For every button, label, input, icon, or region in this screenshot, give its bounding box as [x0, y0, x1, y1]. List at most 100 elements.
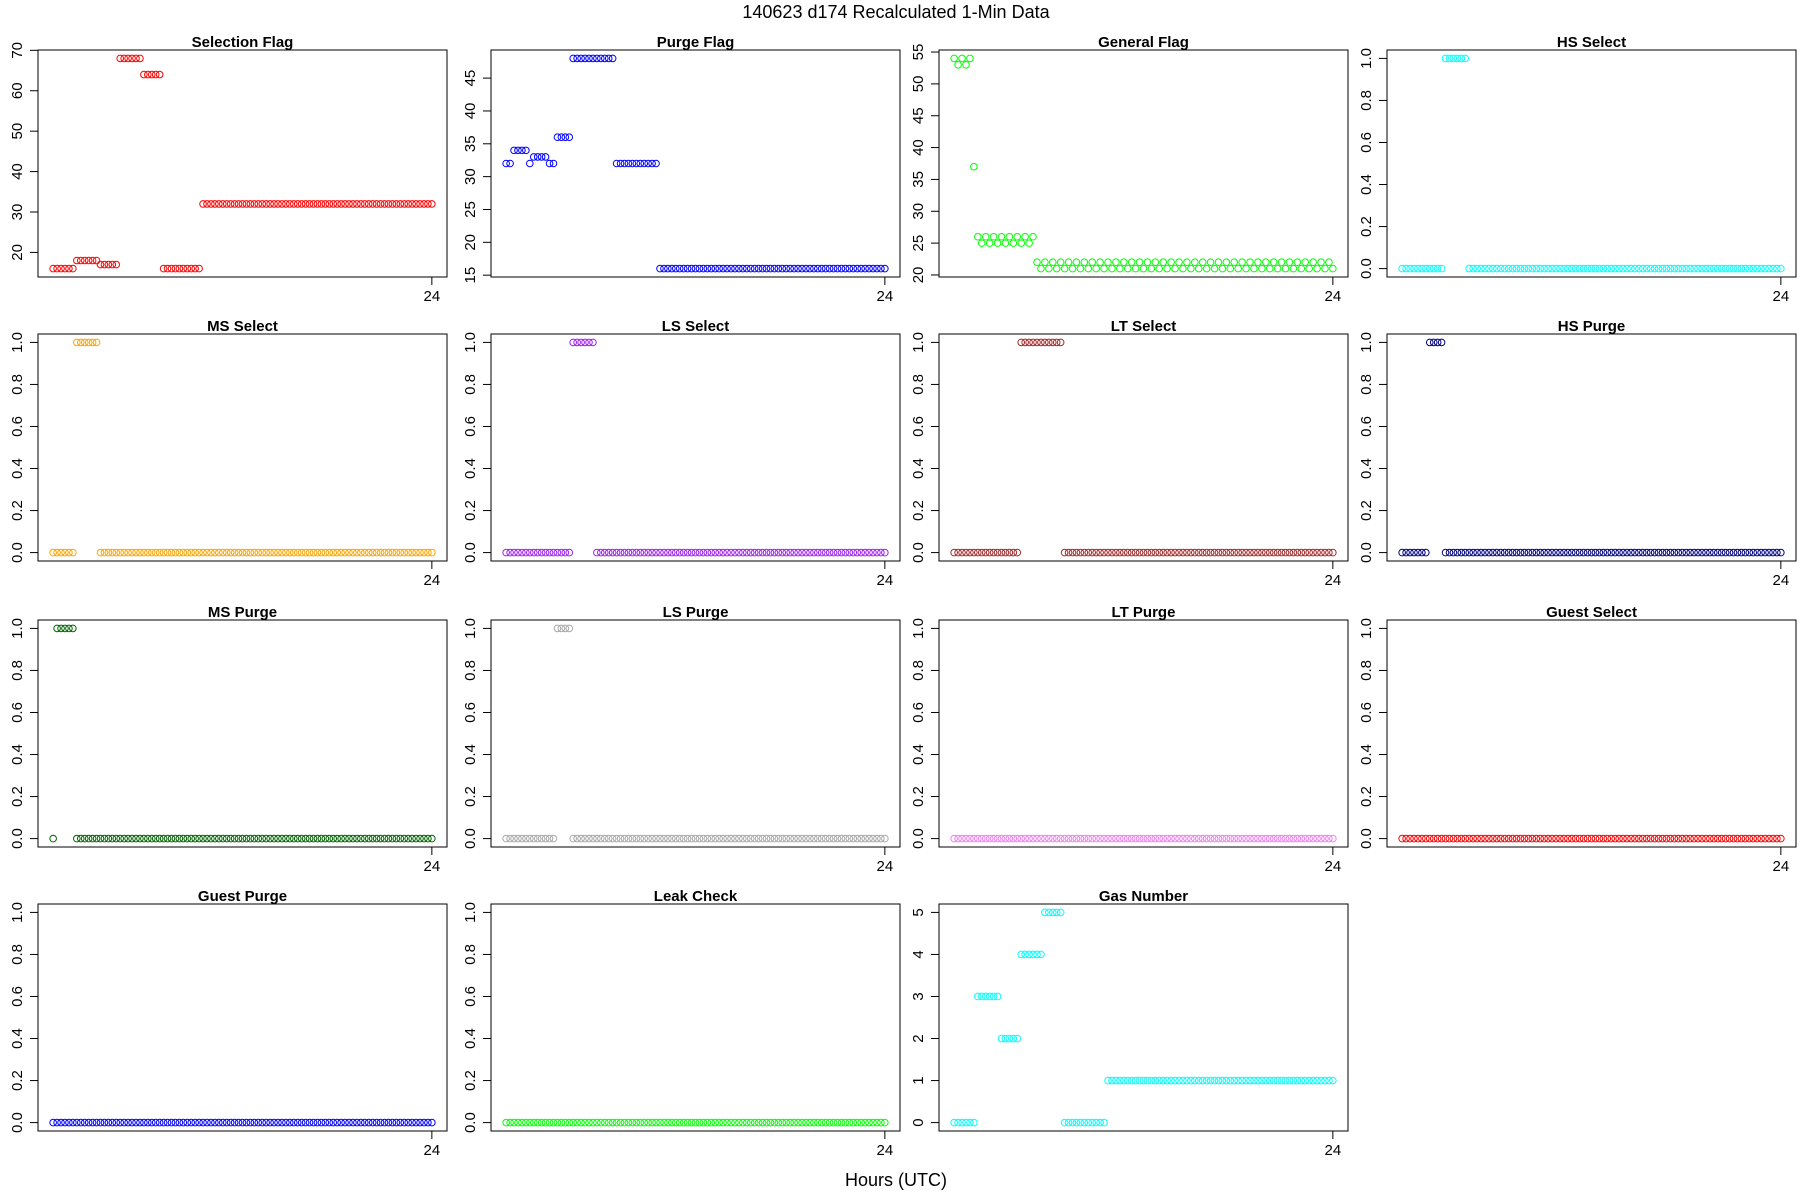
point: [360, 200, 369, 208]
point: [49, 264, 57, 273]
point: [1052, 264, 1061, 273]
point: [565, 548, 574, 557]
point: [408, 834, 416, 843]
point: [1017, 950, 1026, 959]
point: [116, 548, 125, 557]
point: [735, 1118, 743, 1127]
point: [1587, 834, 1596, 843]
point: [608, 834, 617, 843]
point: [865, 834, 873, 843]
point: [1119, 834, 1128, 843]
y-tick-label: 0.8: [9, 660, 26, 681]
point: [80, 338, 89, 347]
point: [1230, 834, 1239, 843]
point: [1238, 1076, 1246, 1085]
point: [1753, 834, 1761, 843]
point: [1398, 264, 1406, 273]
point: [1202, 834, 1211, 843]
point: [230, 1118, 239, 1127]
point: [1461, 54, 1470, 63]
y-tick-label: 25: [462, 201, 479, 218]
point: [1206, 258, 1215, 267]
point: [853, 1118, 862, 1127]
point: [1068, 1118, 1077, 1127]
point: [301, 1118, 310, 1127]
point: [1048, 338, 1057, 347]
point: [159, 548, 168, 557]
point: [1041, 908, 1049, 917]
point: [1194, 1076, 1203, 1085]
point: [159, 264, 168, 273]
point: [1127, 258, 1136, 267]
point: [53, 264, 61, 273]
y-tick-label: 20: [910, 267, 927, 284]
point: [345, 548, 353, 557]
y-tick-label: 0.0: [1358, 828, 1375, 849]
point: [372, 1118, 381, 1127]
point: [92, 1118, 101, 1127]
point: [977, 548, 986, 557]
point: [703, 1118, 712, 1127]
point: [974, 834, 982, 843]
point: [1202, 1076, 1211, 1085]
point: [1112, 1076, 1120, 1085]
point: [1230, 258, 1239, 267]
point: [293, 548, 302, 557]
point: [1202, 548, 1211, 557]
point: [1317, 258, 1325, 267]
point: [1761, 264, 1769, 273]
point: [1595, 834, 1604, 843]
point: [958, 548, 966, 557]
y-tick-label: 1.0: [1358, 48, 1375, 69]
y-tick-label: 0.6: [1358, 132, 1375, 153]
point: [1717, 548, 1726, 557]
point: [136, 548, 144, 557]
point: [1540, 264, 1548, 273]
point: [1273, 1076, 1282, 1085]
point: [49, 1118, 57, 1127]
point: [155, 1118, 164, 1127]
point: [1698, 264, 1706, 273]
point: [167, 1118, 176, 1127]
point: [739, 264, 747, 273]
point: [1258, 834, 1266, 843]
y-tick-label: 0.0: [9, 542, 26, 563]
point: [1587, 264, 1596, 273]
point: [541, 834, 550, 843]
point: [1532, 834, 1541, 843]
point: [810, 264, 818, 273]
point: [1729, 264, 1738, 273]
point: [553, 624, 562, 633]
x-tick-label: 24: [1325, 572, 1342, 589]
point: [424, 548, 432, 557]
point: [1512, 264, 1521, 273]
point: [731, 548, 739, 557]
point: [215, 1118, 223, 1127]
point: [735, 834, 743, 843]
point: [802, 264, 810, 273]
point: [1627, 264, 1635, 273]
point: [100, 1118, 109, 1127]
point: [246, 1118, 255, 1127]
point: [1583, 548, 1592, 557]
point: [80, 1118, 89, 1127]
point: [1309, 1076, 1317, 1085]
point: [993, 992, 1002, 1001]
point: [234, 200, 243, 208]
point: [974, 992, 982, 1001]
point: [368, 548, 377, 557]
point: [1508, 264, 1517, 273]
point: [691, 1118, 700, 1127]
y-tick-label: 0.4: [9, 458, 26, 479]
point: [61, 264, 69, 273]
point: [1171, 1076, 1179, 1085]
point: [628, 1118, 637, 1127]
point: [384, 1118, 393, 1127]
point: [258, 1118, 267, 1127]
point: [278, 200, 286, 208]
point: [660, 264, 668, 273]
point: [510, 548, 518, 557]
point: [774, 264, 783, 273]
point: [585, 54, 593, 63]
point: [1489, 834, 1497, 843]
